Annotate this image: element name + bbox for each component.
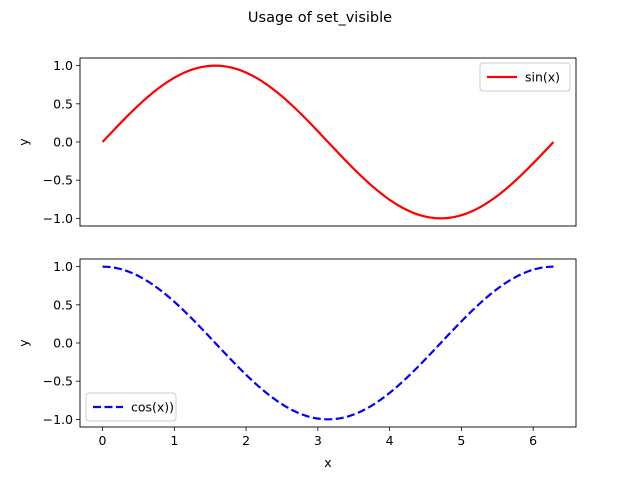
x-axis-label: x: [324, 455, 331, 470]
series-line-cos: [102, 265, 554, 421]
y-tick-label: −0.5: [43, 374, 73, 389]
legend: sin(x): [479, 62, 571, 92]
legend: cos(x)): [85, 392, 177, 422]
y-tick-label: 0.0: [53, 336, 73, 351]
legend-box: [479, 62, 571, 92]
x-tick-label: 6: [529, 433, 537, 448]
y-tick-label: −0.5: [43, 173, 73, 188]
y-axis-label: y: [16, 339, 31, 347]
x-tick-label: 4: [386, 433, 394, 448]
y-tick-label: 0.0: [53, 135, 73, 150]
y-axis-label: y: [16, 138, 31, 146]
y-tick-label: 1.0: [53, 58, 73, 73]
series-line-sin: [101, 64, 555, 220]
y-tick-label: −1.0: [43, 211, 73, 226]
y-tick-label: 1.0: [53, 259, 73, 274]
y-tick-label: −1.0: [43, 412, 73, 427]
subplot-1: −1.0 −0.5 0.0 0.5 1.0 y sin(x): [16, 57, 577, 227]
subplots-layer: −1.0 −0.5 0.0 0.5 1.0 y sin(x) −1.0 −0.5 0.0 0.5 1.…: [16, 57, 577, 448]
x-tick-label: 2: [242, 433, 250, 448]
y-tick-label: 0.5: [53, 297, 73, 312]
legend-box: [85, 392, 177, 422]
x-tick-label: 3: [314, 433, 322, 448]
axes-frame: [79, 258, 577, 428]
x-tick-label: 1: [170, 433, 178, 448]
y-tick-label: 0.5: [53, 96, 73, 111]
subplot-2: −1.0 −0.5 0.0 0.5 1.0 0 1 2 3 4 5 6 y cos(x)): [16, 258, 577, 448]
legend-label: cos(x)): [131, 400, 174, 415]
figure-title: Usage of set_visible: [248, 10, 392, 26]
axes-frame: [79, 57, 577, 227]
x-tick-label: 5: [457, 433, 465, 448]
x-tick-label: 0: [99, 433, 107, 448]
legend-label: sin(x): [525, 70, 560, 85]
